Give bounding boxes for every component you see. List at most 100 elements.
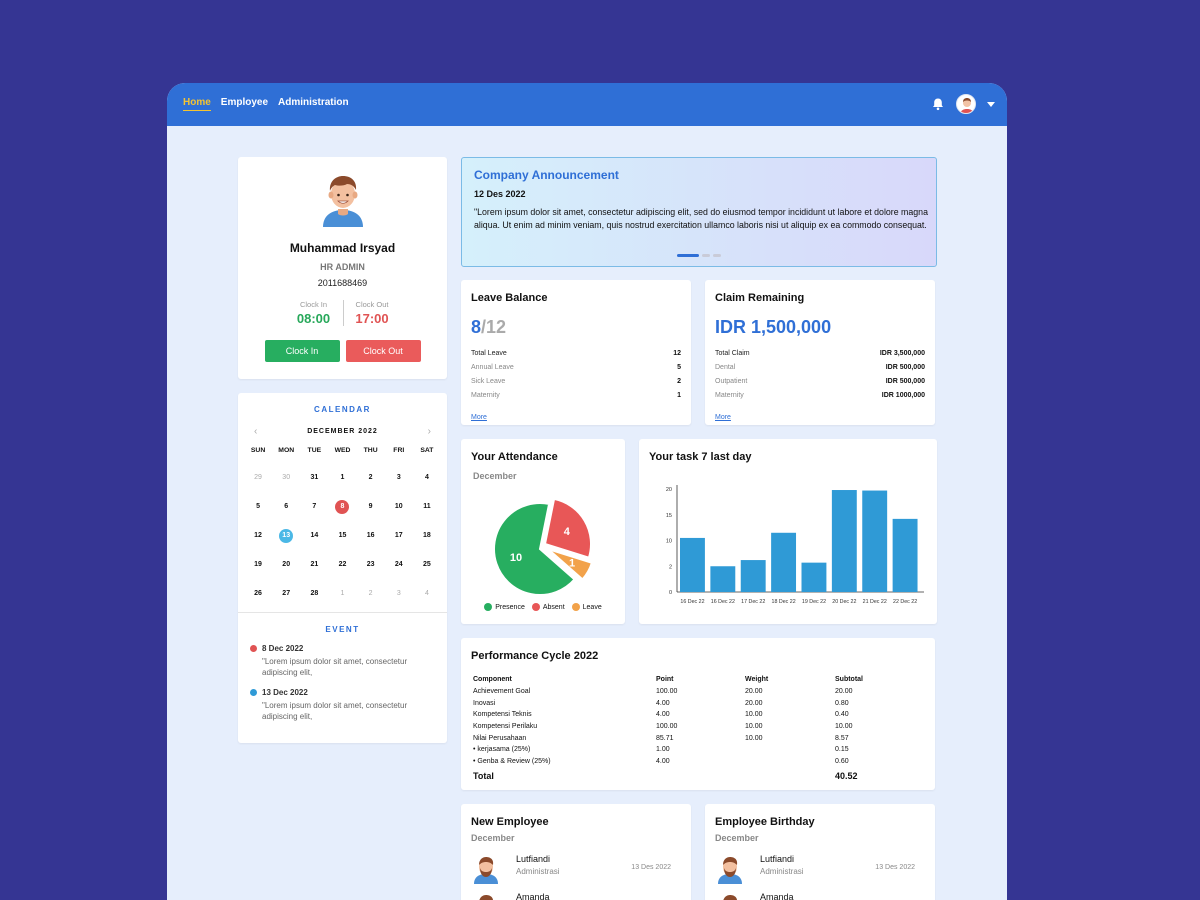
chevron-down-icon[interactable]	[987, 101, 995, 107]
calendar-day[interactable]: 8	[328, 492, 356, 521]
carousel-dot[interactable]	[713, 254, 721, 257]
employee-item[interactable]: Lutfiandi Administrasi 13 Des 2022	[471, 854, 681, 884]
table-cell	[745, 744, 835, 756]
calendar-day[interactable]: 9	[357, 492, 385, 521]
table-total-row: Total 40.52	[473, 768, 923, 784]
bar[interactable]	[892, 518, 918, 592]
leave-row-label: Annual Leave	[471, 364, 514, 371]
calendar-day-number: 11	[423, 503, 431, 510]
calendar-day[interactable]: 21	[300, 550, 328, 579]
leave-balance-value: 8/12	[471, 317, 506, 338]
weekday-label: WED	[334, 447, 351, 454]
performance-title: Performance Cycle 2022	[471, 650, 599, 662]
bar[interactable]	[801, 562, 827, 592]
new-employee-card: New Employee December Lutfiandi Administr…	[461, 804, 691, 900]
pie-slice-presence[interactable]	[493, 502, 576, 596]
table-cell: Inovasi	[473, 699, 496, 707]
employee-item[interactable]: Lutfiandi Administrasi 13 Des 2022	[715, 854, 925, 884]
clock-out-button[interactable]: Clock Out	[345, 340, 421, 362]
leave-total: /12	[481, 317, 507, 337]
calendar-day[interactable]: 18	[413, 521, 441, 550]
calendar-day[interactable]: 2	[357, 463, 385, 492]
bar[interactable]	[740, 560, 766, 592]
bar[interactable]	[831, 490, 857, 592]
clock-in-button[interactable]: Clock In	[264, 340, 340, 362]
calendar-day[interactable]: 30	[272, 463, 300, 492]
weekday-label: TUE	[307, 447, 322, 454]
bar[interactable]	[680, 537, 705, 592]
event-item[interactable]: 8 Dec 2022 "Lorem ipsum dolor sit amet, c…	[250, 644, 435, 678]
leave-more-link[interactable]: More	[471, 414, 487, 421]
calendar-day[interactable]: 11	[413, 492, 441, 521]
pie-slice-absent[interactable]	[543, 497, 592, 560]
carousel-dot[interactable]	[677, 254, 699, 257]
table-cell: Nilai Perusahaan	[473, 734, 527, 742]
leave-rows: Total Leave 12 Annual Leave 5 Sick Leave 2 Mat…	[471, 350, 681, 424]
bell-icon[interactable]	[931, 97, 945, 111]
claim-remaining-title: Claim Remaining	[715, 292, 805, 304]
calendar-day[interactable]: 7	[300, 492, 328, 521]
calendar-day[interactable]: 31	[300, 463, 328, 492]
calendar-day[interactable]: 20	[272, 550, 300, 579]
claim-more-link[interactable]: More	[715, 414, 731, 421]
employee-item[interactable]: Amanda	[471, 892, 681, 900]
table-cell: 85.71	[656, 734, 674, 742]
calendar-day[interactable]: 22	[328, 550, 356, 579]
pie-slice-leave[interactable]	[547, 548, 594, 581]
calendar-day[interactable]: 15	[328, 521, 356, 550]
pie-slice-label: 4	[564, 526, 571, 538]
x-tick-label: 17 Dec 22	[741, 599, 765, 605]
calendar-day-number: 27	[282, 590, 291, 597]
event-text: "Lorem ipsum dolor sit amet, consectetur…	[262, 701, 408, 721]
calendar-day[interactable]: 16	[357, 521, 385, 550]
calendar-day[interactable]: 4	[413, 579, 441, 608]
table-cell: Kompetensi Perilaku	[473, 723, 538, 731]
event-dot-icon	[250, 689, 257, 696]
nav-employee[interactable]: Employee	[220, 97, 269, 108]
calendar-day[interactable]: 13	[272, 521, 300, 550]
calendar-day[interactable]: 14	[300, 521, 328, 550]
carousel-dot[interactable]	[702, 254, 710, 257]
claim-row-value: IDR 500,000	[885, 364, 925, 371]
bar[interactable]	[771, 532, 797, 592]
calendar-day[interactable]: 3	[385, 463, 413, 492]
user-avatar[interactable]	[956, 94, 976, 114]
calendar-day-number: 1	[340, 590, 345, 597]
bar[interactable]	[710, 566, 736, 592]
attendance-title: Your Attendance	[471, 451, 558, 463]
event-item[interactable]: 13 Dec 2022 "Lorem ipsum dolor sit amet, …	[250, 688, 435, 722]
calendar-day[interactable]: 23	[357, 550, 385, 579]
calendar-day[interactable]: 19	[244, 550, 272, 579]
calendar-day[interactable]: 29	[244, 463, 272, 492]
calendar-day[interactable]: 10	[385, 492, 413, 521]
calendar-day[interactable]: 28	[300, 579, 328, 608]
y-tick-label: 2	[669, 564, 672, 570]
calendar-day[interactable]: 27	[272, 579, 300, 608]
calendar-card: CALENDAR ‹ DECEMBER 2022 › SUN MON TUE WED T…	[238, 393, 447, 743]
calendar-day-number: 20	[282, 561, 291, 568]
calendar-day[interactable]: 4	[413, 463, 441, 492]
calendar-day[interactable]: 3	[385, 579, 413, 608]
chevron-right-icon[interactable]: ›	[427, 426, 431, 437]
bar[interactable]	[862, 490, 888, 592]
leave-row-label: Maternity	[471, 392, 500, 399]
leave-balance-title: Leave Balance	[471, 292, 548, 304]
calendar-day[interactable]: 2	[357, 579, 385, 608]
calendar-day[interactable]: 25	[413, 550, 441, 579]
nav-administration[interactable]: Administration	[278, 97, 349, 108]
chevron-left-icon[interactable]: ‹	[254, 426, 258, 437]
profile-name: Muhammad Irsyad	[289, 241, 396, 255]
calendar-day[interactable]: 24	[385, 550, 413, 579]
calendar-day[interactable]: 1	[328, 463, 356, 492]
calendar-day[interactable]: 6	[272, 492, 300, 521]
employee-department: Administrasi	[516, 867, 560, 876]
carousel-dots	[677, 254, 721, 257]
employee-item[interactable]: Amanda	[715, 892, 925, 900]
calendar-day[interactable]: 5	[244, 492, 272, 521]
calendar-day[interactable]: 17	[385, 521, 413, 550]
nav-home[interactable]: Home	[183, 97, 211, 111]
calendar-day[interactable]: 12	[244, 521, 272, 550]
calendar-day[interactable]: 1	[328, 579, 356, 608]
calendar-day[interactable]: 26	[244, 579, 272, 608]
x-tick-label: 19 Dec 22	[802, 599, 826, 605]
